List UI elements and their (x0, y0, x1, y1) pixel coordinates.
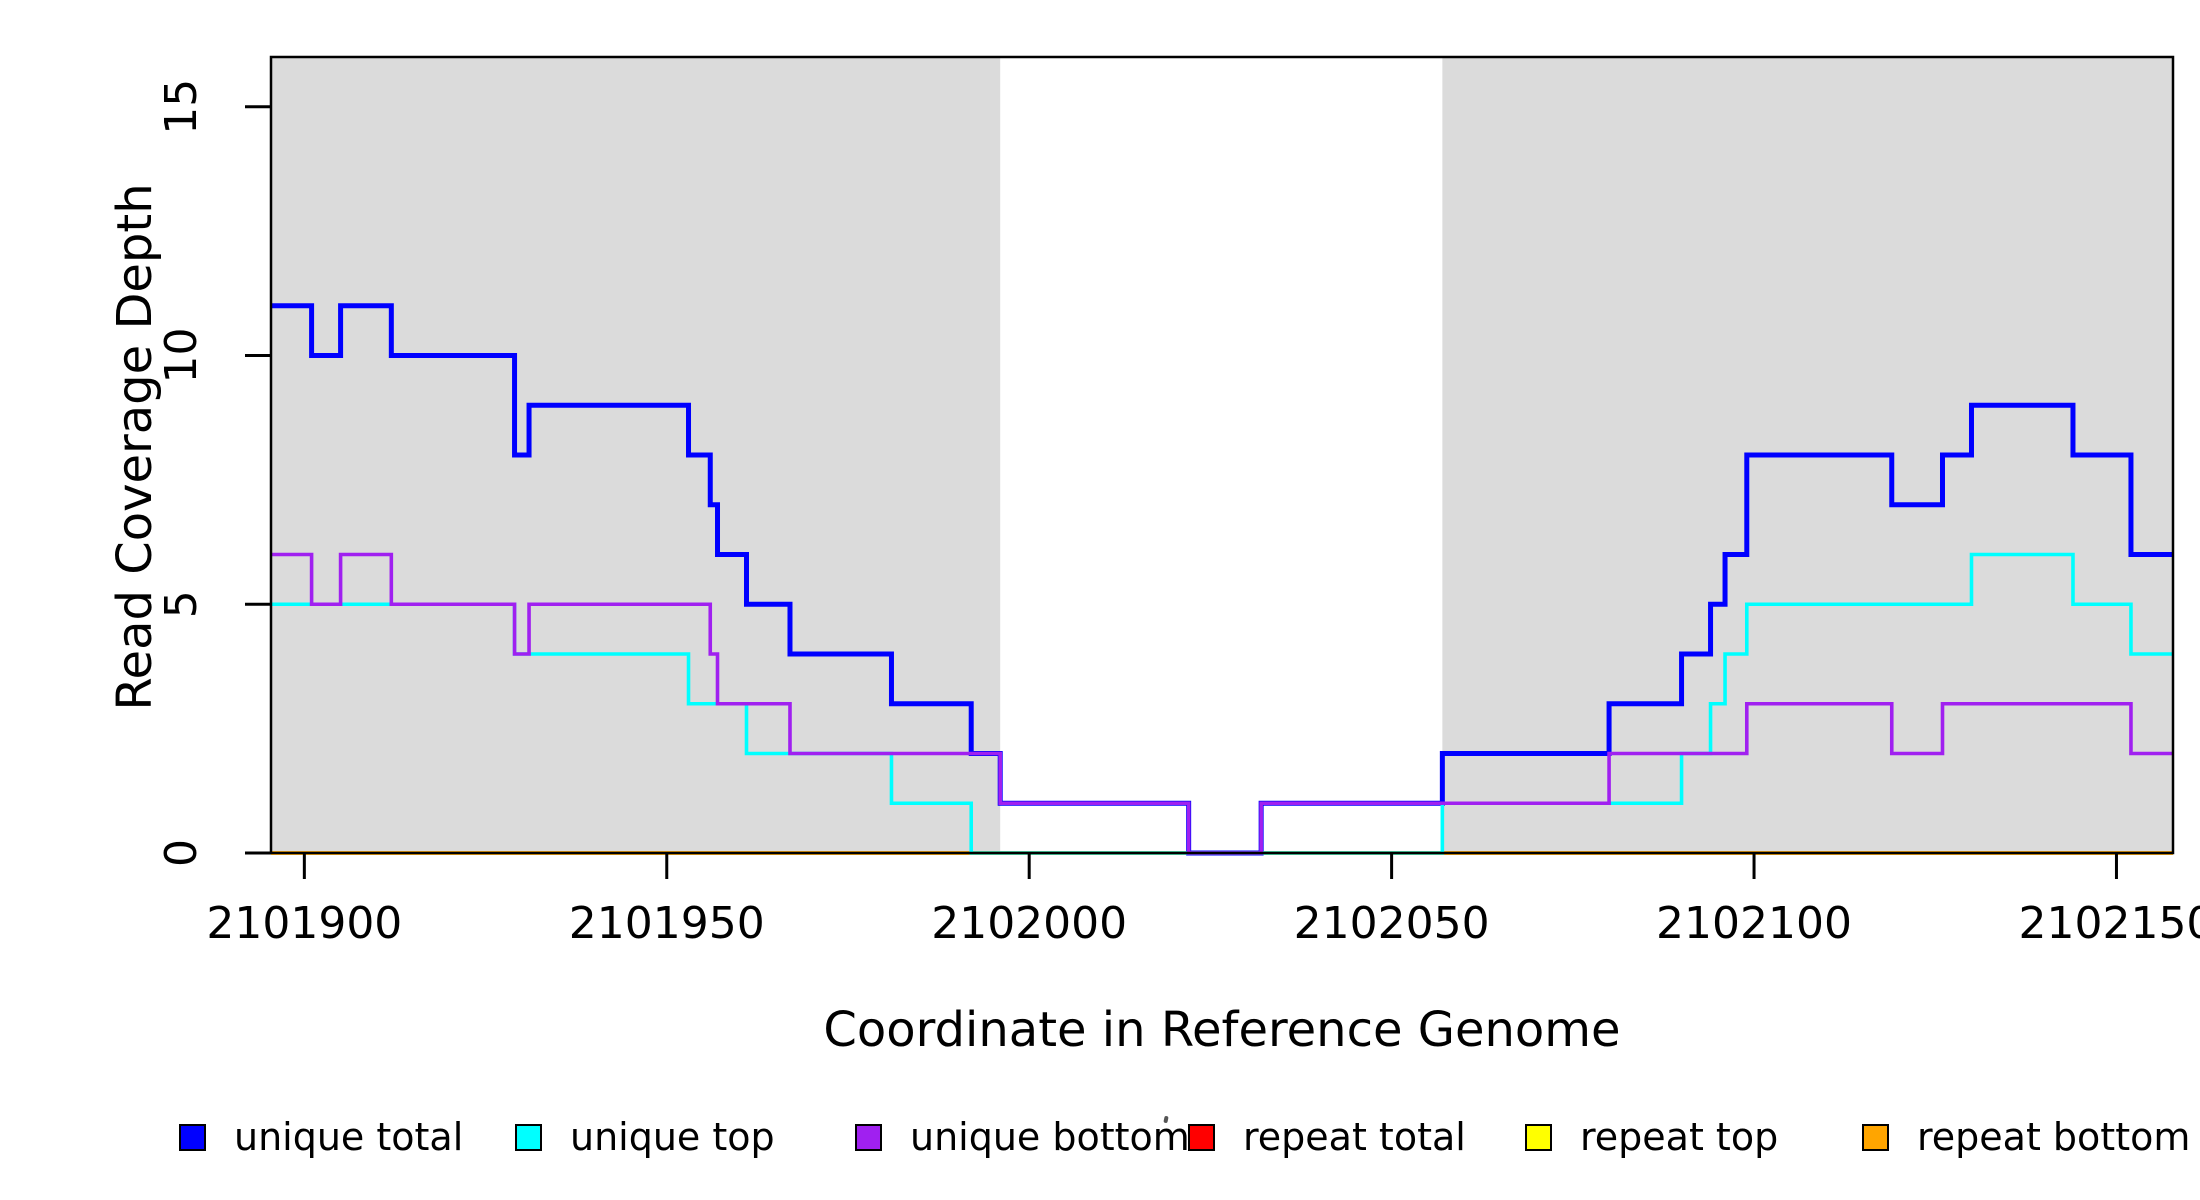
legend-label: unique top (570, 1115, 775, 1159)
shaded-band (271, 57, 1001, 853)
x-axis-title: Coordinate in Reference Genome (823, 1002, 1621, 1058)
legend-swatch-unique-top (515, 1123, 542, 1151)
y-tick-label: 15 (156, 79, 207, 135)
legend-label: repeat bottom (1917, 1115, 2191, 1159)
legend-label: unique total (234, 1115, 464, 1159)
legend-swatch-repeat-total (1188, 1123, 1215, 1151)
legend-label: unique bottom (910, 1115, 1190, 1159)
legend-swatch-repeat-bottom (1862, 1123, 1889, 1151)
x-tick-label: 2102150 (2018, 898, 2200, 949)
legend-swatch-unique-total (179, 1123, 206, 1151)
legend-swatch-unique-bottom (855, 1123, 882, 1151)
plot-border (269, 55, 2175, 855)
legend-swatch-repeat-top (1525, 1123, 1552, 1151)
y-tick-label: 5 (156, 590, 207, 618)
legend-item-unique-top: unique top (515, 1114, 775, 1160)
legend-item-unique-bottom: unique bottom (855, 1114, 1190, 1160)
x-tick-label: 2102000 (931, 898, 1127, 949)
legend-label: repeat top (1580, 1115, 1779, 1159)
x-tick-label: 2102100 (1656, 898, 1852, 949)
x-tick-label: 2101900 (206, 898, 402, 949)
legend-label: repeat total (1243, 1115, 1466, 1159)
x-tick-label: 2102050 (1294, 898, 1490, 949)
y-axis-title: Read Coverage Depth (107, 183, 163, 711)
legend-item-repeat-bottom: repeat bottom (1862, 1114, 2190, 1160)
y-tick-label: 10 (156, 328, 207, 384)
series-line-unique-bottom (271, 552, 2173, 855)
legend-item-unique-total: unique total (179, 1114, 463, 1160)
x-tick-label: 2101950 (569, 898, 765, 949)
legend-item-repeat-top: repeat top (1525, 1114, 1778, 1160)
y-tick-label: 0 (156, 839, 207, 867)
legend-item-repeat-total: repeat total (1188, 1114, 1466, 1160)
